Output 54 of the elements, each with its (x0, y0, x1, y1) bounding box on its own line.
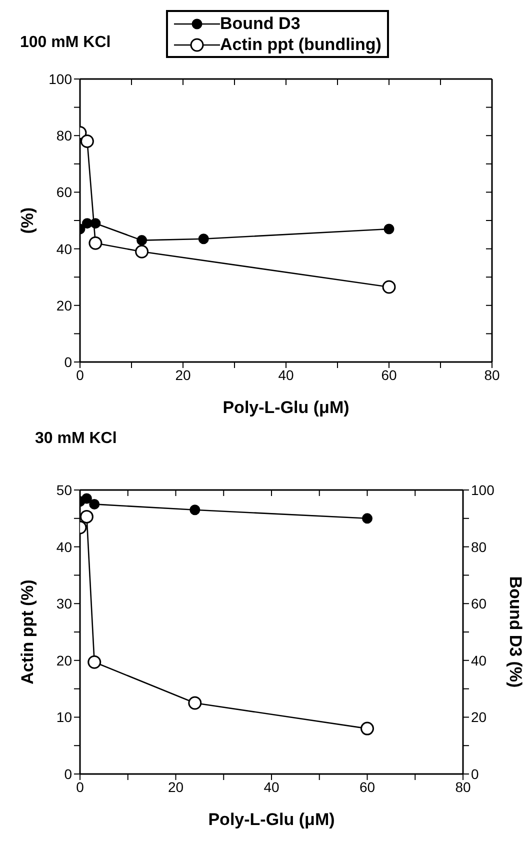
y2-tick-label: 20 (471, 709, 487, 726)
chart-title: 30 mM KCl (35, 430, 117, 448)
y-tick-label: 20 (56, 297, 72, 314)
y-tick-label: 0 (64, 354, 72, 370)
point (88, 236, 102, 250)
y-tick-label: 40 (56, 240, 72, 257)
y-tick-label: 0 (64, 766, 72, 782)
x-tick-label: 0 (76, 778, 84, 795)
y-tick-label: 50 (56, 482, 72, 498)
legend-label: Actin ppt (bundling) (220, 34, 382, 55)
point (80, 510, 94, 524)
x-tick-label: 60 (381, 366, 397, 383)
y2-tick-label: 100 (471, 482, 495, 498)
y2-axis-title: Bound D3 (%) (506, 576, 525, 688)
x-tick-label: 60 (359, 778, 376, 795)
point (188, 696, 202, 710)
y-axis-title: Actin ppt (%) (18, 580, 38, 684)
chart-title: 100 mM KCl (20, 34, 111, 52)
y-tick-label: 80 (56, 128, 72, 144)
y2-tick-label: 60 (471, 596, 487, 612)
x-tick-label: 40 (264, 778, 280, 795)
x-tick-label: 20 (175, 366, 191, 383)
point (382, 280, 396, 294)
point (384, 224, 394, 234)
y-axis-title: (%) (18, 207, 38, 234)
y-tick-label: 20 (56, 652, 72, 668)
x-tick-label: 20 (168, 778, 184, 795)
point (90, 218, 101, 229)
y-tick-label: 40 (56, 538, 72, 555)
y2-tick-label: 40 (471, 652, 487, 668)
point (89, 498, 100, 510)
point (81, 493, 92, 504)
point (80, 134, 94, 148)
point (198, 234, 209, 244)
point (190, 504, 200, 516)
x-tick-label: 0 (76, 366, 84, 383)
point (135, 244, 149, 258)
point (360, 722, 374, 736)
y-tick-label: 100 (48, 70, 72, 87)
point (136, 235, 148, 246)
y-tick-label: 10 (56, 709, 72, 726)
legend-label: Bound D3 (220, 13, 300, 34)
x-tick-label: 40 (278, 366, 294, 383)
y-tick-label: 30 (56, 596, 72, 612)
y-tick-label: 60 (56, 184, 72, 200)
y2-tick-label: 0 (471, 766, 479, 782)
point (88, 655, 102, 669)
x-tick-label: 80 (484, 366, 500, 383)
point (82, 218, 92, 229)
y2-tick-label: 80 (471, 538, 487, 555)
x-axis-title: Poly-L-Glu (μM) (208, 810, 335, 829)
x-axis-title: Poly-L-Glu (μM) (222, 398, 350, 417)
point (362, 513, 372, 524)
x-tick-label: 80 (455, 778, 471, 795)
